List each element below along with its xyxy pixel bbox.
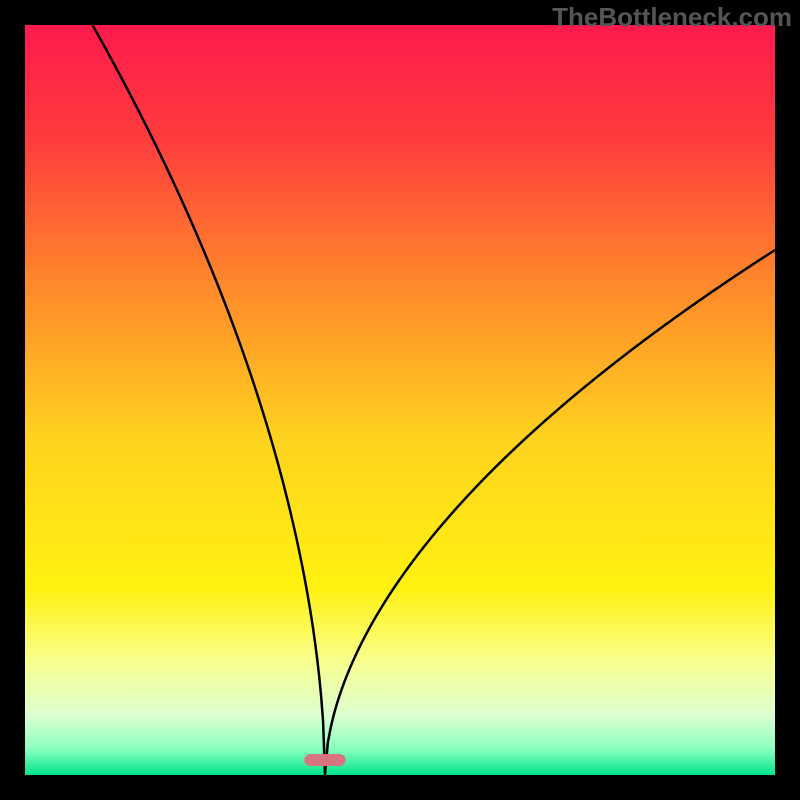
- cusp-marker: [304, 754, 345, 766]
- chart-container: TheBottleneck.com: [0, 0, 800, 800]
- watermark-text: TheBottleneck.com: [552, 2, 792, 33]
- bottleneck-curve-chart: [0, 0, 800, 800]
- watermark-label: TheBottleneck.com: [552, 2, 792, 32]
